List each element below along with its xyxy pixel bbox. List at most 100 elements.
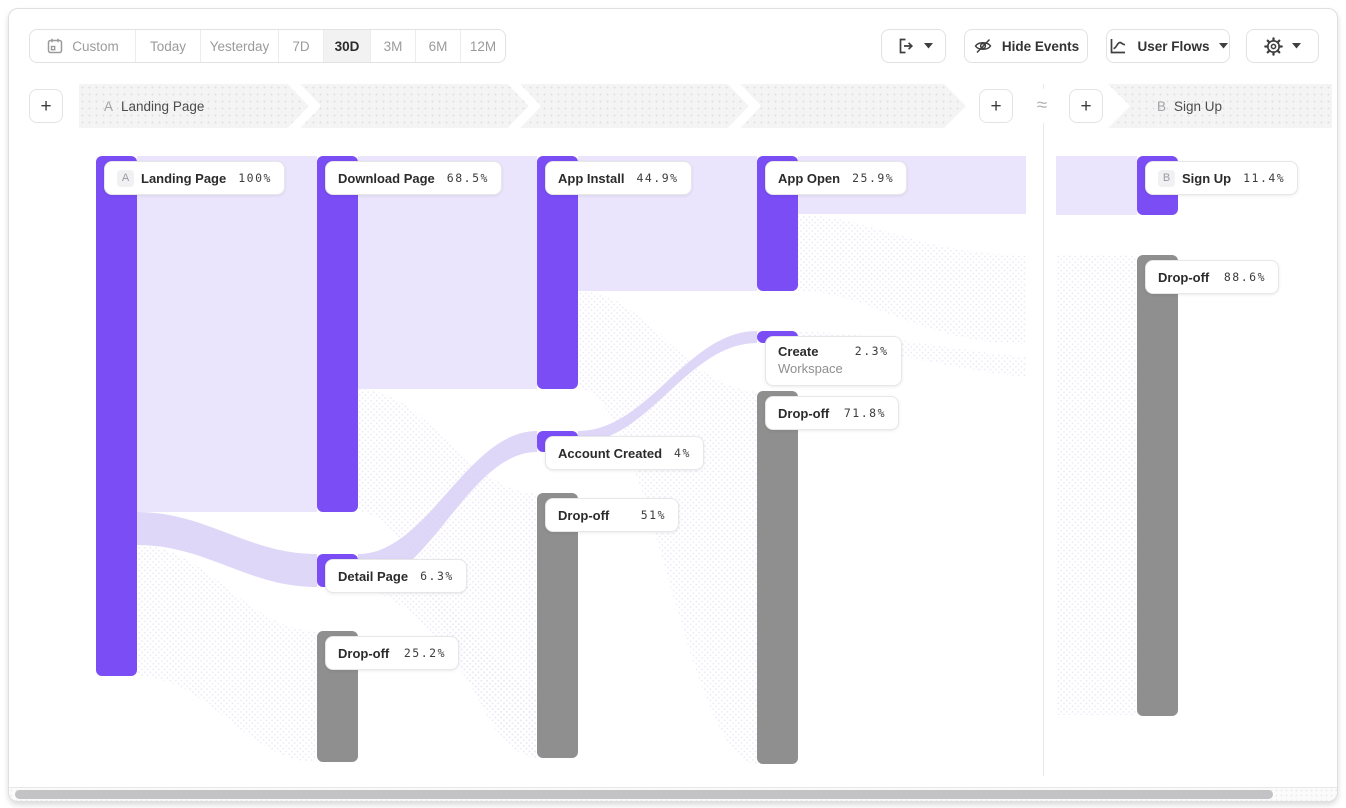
- export-icon: [899, 38, 913, 54]
- date-range-label: 7D: [292, 38, 310, 54]
- path-b-title: B Sign Up: [1157, 84, 1222, 128]
- date-range-6m[interactable]: 6M: [415, 30, 460, 62]
- path-a-header[interactable]: A Landing Page: [79, 84, 966, 128]
- node-bar-landing-page[interactable]: [96, 156, 137, 676]
- node-value: 71.8%: [843, 406, 886, 420]
- date-range-label: Custom: [72, 38, 119, 54]
- node-name: Detail Page: [338, 568, 409, 584]
- flow-edge-to-signup: [1056, 156, 1137, 215]
- scrollbar-thumb[interactable]: [15, 790, 1273, 799]
- date-range-label: Yesterday: [209, 38, 270, 54]
- date-range-label: 30D: [334, 38, 360, 54]
- node-value: 51%: [640, 508, 666, 522]
- node-name: Drop-off: [558, 507, 610, 523]
- flow-landing-to-detail: [137, 512, 317, 587]
- node-label-app-open[interactable]: App Open 25.9%: [765, 161, 908, 195]
- date-range-12m[interactable]: 12M: [460, 30, 505, 62]
- node-label-app-install[interactable]: App Install 44.9%: [545, 161, 692, 195]
- flow-landing-to-dropoff2: [137, 545, 317, 762]
- node-label-create-workspace[interactable]: Create Workspace 2.3%: [765, 336, 902, 386]
- date-range-7d[interactable]: 7D: [278, 30, 323, 62]
- view-selector-label: User Flows: [1137, 38, 1210, 54]
- step-chevron-icon: [506, 84, 540, 128]
- date-range-3m[interactable]: 3M: [370, 30, 415, 62]
- sankey-flow-canvas: [137, 156, 1137, 764]
- node-name: Account Created: [558, 445, 663, 461]
- date-range-label: Today: [149, 38, 187, 54]
- node-label-landing-page[interactable]: A Landing Page 100%: [104, 161, 285, 195]
- node-bar-dropoff-step4[interactable]: [757, 391, 798, 764]
- node-bar-dropoff-step3[interactable]: [537, 493, 578, 758]
- date-range-label: 3M: [383, 38, 403, 54]
- node-value: 2.3%: [854, 344, 889, 358]
- view-selector-button[interactable]: User Flows: [1106, 29, 1230, 63]
- node-name: Drop-off: [778, 405, 830, 421]
- hide-events-label: Hide Events: [1001, 38, 1080, 54]
- node-name: Drop-off: [1158, 269, 1210, 285]
- flow-chart-icon: [1111, 39, 1126, 54]
- flow-landing-to-download: [137, 156, 317, 512]
- node-label-detail-page[interactable]: Detail Page 6.3%: [325, 559, 467, 593]
- date-range-custom[interactable]: Custom: [30, 30, 135, 62]
- node-label-dropoff-step4[interactable]: Drop-off 71.8%: [765, 396, 899, 430]
- node-bar-dropoff-signup[interactable]: [1137, 255, 1178, 716]
- node-label-dropoff-signup[interactable]: Drop-off 88.6%: [1145, 260, 1279, 294]
- add-step-before-a-button[interactable]: +: [29, 89, 63, 123]
- settings-button[interactable]: [1246, 29, 1319, 63]
- node-bar-download-page[interactable]: [317, 156, 358, 512]
- horizontal-scrollbar[interactable]: [9, 787, 1337, 801]
- path-break-indicator: ≈: [1028, 89, 1056, 123]
- node-value: 11.4%: [1243, 171, 1286, 185]
- node-value: 6.3%: [420, 569, 454, 583]
- eye-off-icon: [974, 38, 992, 54]
- date-range-segmented-control: Custom Today Yesterday 7D 30D 3M 6M 12M: [29, 29, 506, 63]
- path-b-header[interactable]: B Sign Up: [1108, 84, 1332, 128]
- node-label-dropoff-step3[interactable]: Drop-off 51%: [545, 498, 679, 532]
- export-button[interactable]: [881, 29, 946, 63]
- path-b-label: Sign Up: [1174, 98, 1223, 114]
- calendar-icon: [47, 38, 63, 54]
- path-a-label: Landing Page: [121, 98, 205, 114]
- path-b-badge: B: [1157, 98, 1167, 114]
- chevron-down-icon: [923, 43, 933, 49]
- add-step-after-a-button[interactable]: +: [979, 89, 1013, 123]
- node-name: B Sign Up: [1158, 169, 1231, 187]
- node-label-account-created[interactable]: Account Created 4%: [545, 436, 704, 470]
- chevron-down-icon: [1218, 43, 1228, 49]
- node-value: 100%: [238, 171, 272, 185]
- date-range-label: 12M: [469, 38, 497, 54]
- node-name: App Open: [778, 170, 841, 186]
- node-value: 68.5%: [446, 171, 489, 185]
- node-name: Drop-off: [338, 645, 390, 661]
- node-name: Create Workspace: [778, 344, 843, 376]
- gear-icon: [1264, 36, 1283, 56]
- node-label-dropoff-step2[interactable]: Drop-off 25.2%: [325, 636, 459, 670]
- flow-detail-to-dropoff3: [358, 554, 537, 758]
- date-range-today[interactable]: Today: [135, 30, 200, 62]
- add-step-before-b-button[interactable]: +: [1069, 89, 1103, 123]
- step-chevron-icon: [286, 84, 320, 128]
- path-a-title: A Landing Page: [104, 84, 204, 128]
- hide-events-button[interactable]: Hide Events: [964, 29, 1088, 63]
- path-badge: B: [1158, 169, 1175, 187]
- date-range-label: 6M: [428, 38, 448, 54]
- step-chevron-icon: [726, 84, 760, 128]
- node-value: 25.2%: [403, 646, 446, 660]
- path-a-badge: A: [104, 98, 114, 114]
- node-value: 4%: [674, 446, 691, 460]
- user-flows-panel: Custom Today Yesterday 7D 30D 3M 6M 12M Hide Ev…: [8, 8, 1338, 802]
- node-name: App Install: [558, 170, 625, 186]
- node-name: A Landing Page: [117, 169, 226, 187]
- node-value: 44.9%: [636, 171, 679, 185]
- flow-open-to-edge-dropoff: [798, 215, 1026, 344]
- node-label-download-page[interactable]: Download Page 68.5%: [325, 161, 502, 195]
- flow-edge-to-dropoff-b: [1056, 255, 1137, 715]
- section-divider: [1043, 84, 1044, 776]
- path-badge: A: [117, 169, 134, 187]
- node-label-sign-up[interactable]: B Sign Up 11.4%: [1145, 161, 1299, 195]
- date-range-30d[interactable]: 30D: [323, 30, 370, 62]
- node-name: Download Page: [338, 170, 435, 186]
- node-value: 25.9%: [852, 171, 895, 185]
- date-range-yesterday[interactable]: Yesterday: [200, 30, 278, 62]
- node-value: 88.6%: [1223, 270, 1266, 284]
